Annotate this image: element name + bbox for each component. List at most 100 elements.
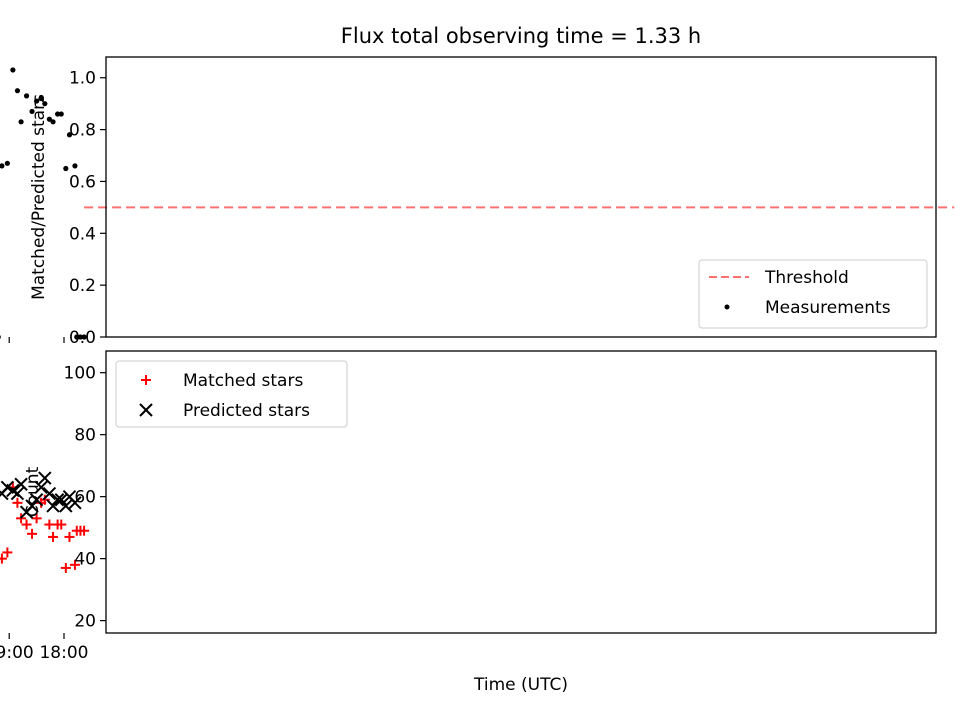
y-tick-label: 40 bbox=[74, 550, 96, 570]
top-legend-box bbox=[698, 259, 928, 329]
matched-star-point bbox=[31, 513, 42, 524]
count-points bbox=[0, 471, 90, 573]
bottom-x-ticks: 18:0019:0020:0021:0022:0023:0000:0001:00 bbox=[0, 633, 88, 663]
legend-matched-swatch bbox=[141, 375, 151, 385]
bottom-y-ticks: 20 40 60 80 100 bbox=[64, 364, 106, 632]
measurement-point bbox=[77, 334, 84, 340]
measurement-point bbox=[50, 119, 56, 125]
x-stroke bbox=[139, 403, 153, 417]
matched-star-point bbox=[60, 562, 71, 573]
legend-measurements-swatch bbox=[724, 304, 730, 310]
matched-star-point bbox=[36, 497, 47, 508]
top-x-ticks bbox=[8, 337, 65, 343]
y-tick-label: 60 bbox=[74, 488, 96, 508]
bottom-axes: 20 40 60 80 100 18:0019:0020:0021:0022:0023:… bbox=[0, 350, 937, 695]
matched-star-point bbox=[27, 528, 38, 539]
x-stroke bbox=[50, 493, 65, 507]
y-tick-label: 0.4 bbox=[69, 224, 96, 244]
matched-star-point bbox=[44, 519, 55, 530]
measurement-point bbox=[23, 93, 30, 99]
measurement-points bbox=[0, 67, 87, 340]
measurement-point bbox=[66, 132, 73, 138]
top-axes: 0.0 0.2 0.4 0.6 0.8 1.0 Matched/Predicted sta… bbox=[0, 56, 955, 348]
measurement-point bbox=[18, 119, 24, 125]
predicted-star-point bbox=[0, 486, 9, 501]
measurement-point bbox=[63, 165, 69, 172]
top-y-ticks: 0.0 0.2 0.4 0.6 0.8 1.0 bbox=[69, 69, 106, 348]
x-stroke bbox=[10, 486, 25, 501]
top-legend: Threshold Measurements bbox=[698, 259, 928, 329]
predicted-star-point bbox=[42, 486, 57, 501]
bottom-y-axis-label: Count bbox=[23, 466, 43, 517]
legend-measurements-label: Measurements bbox=[765, 298, 891, 318]
measurement-point bbox=[10, 67, 16, 73]
bottom-axes-frame bbox=[105, 350, 937, 634]
matched-star-point bbox=[12, 497, 23, 508]
x-stroke bbox=[34, 480, 48, 495]
legend-plus-marker bbox=[141, 375, 151, 385]
matched-star-point bbox=[48, 531, 59, 542]
y-tick-label: 1.0 bbox=[69, 69, 96, 89]
y-tick-label: 20 bbox=[74, 612, 96, 632]
top-axes-frame bbox=[105, 56, 937, 338]
y-tick-label: 0.0 bbox=[69, 328, 96, 348]
measurement-point bbox=[58, 111, 64, 117]
predicted-star-point bbox=[59, 499, 73, 513]
predicted-star-point bbox=[19, 505, 34, 519]
legend-matched-label: Matched stars bbox=[183, 371, 303, 391]
predicted-star-point bbox=[50, 493, 65, 507]
x-stroke bbox=[46, 499, 60, 513]
y-tick-label: 0.2 bbox=[69, 276, 96, 296]
measurement-point bbox=[14, 88, 21, 94]
bottom-legend: Matched stars Predicted stars bbox=[115, 360, 348, 428]
predicted-star-point bbox=[29, 493, 44, 507]
x-stroke bbox=[0, 486, 9, 497]
measurement-point bbox=[42, 101, 48, 107]
measurement-point bbox=[0, 335, 1, 339]
matched-star-point bbox=[2, 547, 13, 558]
x-tick-label: 19:00 bbox=[0, 643, 34, 663]
legend-predicted-label: Predicted stars bbox=[183, 401, 310, 421]
legend-predicted-swatch bbox=[139, 403, 153, 417]
legend-x-marker bbox=[139, 403, 153, 417]
predicted-star-point bbox=[38, 471, 52, 485]
predicted-star-point bbox=[34, 480, 48, 495]
x-stroke bbox=[42, 486, 57, 501]
measurement-point bbox=[34, 98, 40, 104]
y-tick-label: 0.8 bbox=[69, 121, 96, 141]
x-stroke bbox=[6, 483, 20, 498]
predicted-star-point bbox=[54, 493, 68, 507]
matched-star-point bbox=[0, 557, 4, 560]
predicted-star-point bbox=[46, 499, 60, 513]
matched-star-point bbox=[64, 531, 75, 542]
y-tick-label: 100 bbox=[64, 364, 96, 384]
chart-title: Flux total observing time = 1.33 h bbox=[341, 24, 701, 48]
measurement-point bbox=[55, 111, 61, 117]
x-stroke bbox=[62, 489, 77, 504]
measurement-point bbox=[0, 163, 5, 169]
x-stroke bbox=[59, 499, 73, 513]
top-y-axis-label: Matched/Predicted stars bbox=[29, 94, 49, 300]
x-stroke bbox=[14, 477, 28, 491]
x-tick-label: 18:00 bbox=[39, 643, 88, 663]
x-stroke bbox=[29, 493, 44, 507]
predicted-star-point bbox=[62, 489, 77, 504]
measurement-point bbox=[29, 108, 35, 115]
measurement-point bbox=[81, 334, 87, 340]
x-stroke bbox=[54, 493, 68, 507]
legend-threshold-label: Threshold bbox=[764, 268, 849, 288]
matched-star-point bbox=[21, 519, 32, 530]
measurement-point bbox=[38, 95, 44, 102]
measurement-point bbox=[46, 116, 52, 122]
x-axis-label: Time (UTC) bbox=[473, 675, 568, 695]
matched-star-point bbox=[69, 559, 80, 570]
bottom-legend-box bbox=[115, 360, 348, 428]
predicted-star-point bbox=[14, 477, 28, 491]
y-tick-label: 80 bbox=[74, 426, 96, 446]
measurement-point bbox=[72, 163, 78, 169]
measurement-point bbox=[74, 334, 80, 340]
measurement-point bbox=[4, 160, 10, 166]
x-stroke bbox=[38, 471, 52, 485]
matched-star-point bbox=[71, 525, 82, 536]
